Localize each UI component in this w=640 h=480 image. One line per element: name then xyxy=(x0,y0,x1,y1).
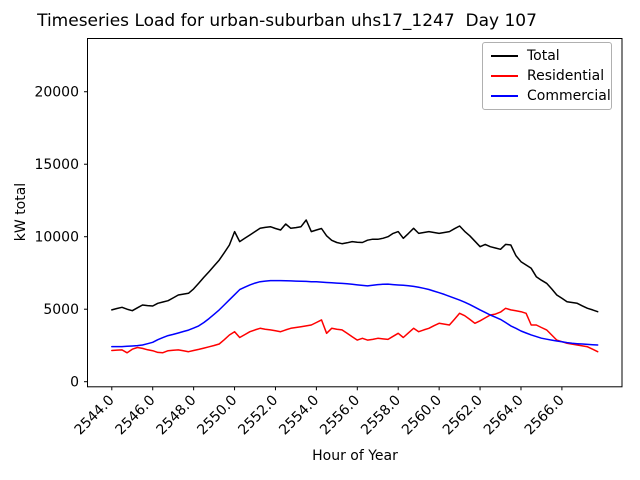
axes-frame xyxy=(87,38,623,388)
legend-entry-commercial: Commercial xyxy=(491,89,611,103)
series-line-residential xyxy=(111,307,599,354)
legend-label-residential: Residential xyxy=(527,68,605,84)
y-tick-label: 0 xyxy=(70,375,79,391)
x-tick-label: 2564.0 xyxy=(481,392,527,438)
x-tick-label: 2554.0 xyxy=(276,392,322,438)
x-tick-label: 2546.0 xyxy=(113,392,159,438)
x-tick-label: 2552.0 xyxy=(235,392,281,438)
x-tick-label: 2560.0 xyxy=(399,392,445,438)
legend: Total Residential Commercial xyxy=(482,42,612,110)
x-axis-label: Hour of Year xyxy=(312,448,398,464)
legend-line-sample-commercial xyxy=(491,95,518,97)
legend-label-commercial: Commercial xyxy=(527,88,611,104)
series-line-commercial xyxy=(111,279,599,348)
legend-label-total: Total xyxy=(527,48,560,64)
legend-line-sample-residential xyxy=(491,75,518,77)
y-tick-label: 15000 xyxy=(34,157,79,173)
legend-entry-total: Total xyxy=(491,49,603,63)
x-tick-label: 2550.0 xyxy=(194,392,240,438)
x-tick-label: 2548.0 xyxy=(153,392,199,438)
chart-title: Timeseries Load for urban-suburban uhs17… xyxy=(37,11,537,31)
y-tick-label: 5000 xyxy=(43,302,79,318)
x-tick-label: 2566.0 xyxy=(522,392,568,438)
legend-entry-residential: Residential xyxy=(491,68,605,84)
x-tick-label: 2556.0 xyxy=(317,392,363,438)
legend-line-sample-total xyxy=(491,55,518,57)
x-tick-label: 2558.0 xyxy=(358,392,404,438)
x-tick-label: 2544.0 xyxy=(72,392,118,438)
y-tick-label: 20000 xyxy=(34,85,79,101)
y-tick-label: 10000 xyxy=(34,230,79,246)
series-line-total xyxy=(111,219,599,313)
x-tick-label: 2562.0 xyxy=(440,392,486,438)
